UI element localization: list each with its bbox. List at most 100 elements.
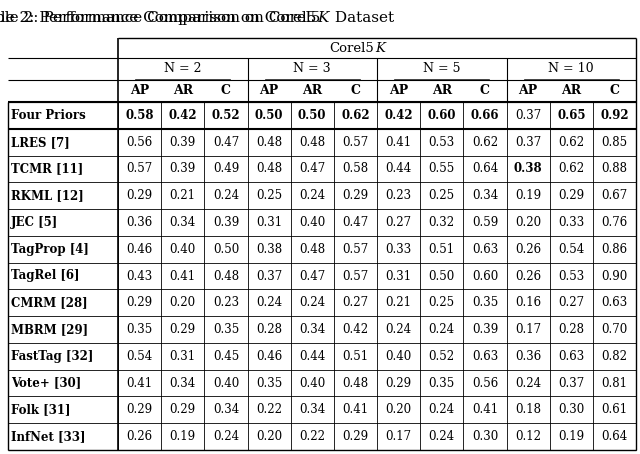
Text: TagProp [4]: TagProp [4] <box>11 243 89 256</box>
Text: N = 10: N = 10 <box>548 63 594 75</box>
Text: K: K <box>317 11 328 25</box>
Text: MBRM [29]: MBRM [29] <box>11 323 88 336</box>
Text: 0.36: 0.36 <box>515 350 541 363</box>
Text: 0.34: 0.34 <box>212 403 239 416</box>
Text: 0.29: 0.29 <box>342 189 369 202</box>
Text: 0.24: 0.24 <box>429 323 455 336</box>
Text: 0.51: 0.51 <box>342 350 369 363</box>
Text: 0.19: 0.19 <box>515 189 541 202</box>
Text: 0.49: 0.49 <box>212 163 239 175</box>
Text: 0.19: 0.19 <box>170 430 196 443</box>
Text: 0.52: 0.52 <box>429 350 455 363</box>
Text: AR: AR <box>302 84 323 98</box>
Text: 0.34: 0.34 <box>299 323 325 336</box>
Text: InfNet [33]: InfNet [33] <box>11 430 86 443</box>
Text: 0.58: 0.58 <box>125 109 154 122</box>
Text: 0.44: 0.44 <box>299 350 325 363</box>
Text: RKML [12]: RKML [12] <box>11 189 84 202</box>
Text: 0.55: 0.55 <box>429 163 455 175</box>
Text: Table 2: Performance Comparison on Corel5: Table 2: Performance Comparison on Corel… <box>0 11 316 25</box>
Text: 0.34: 0.34 <box>472 189 498 202</box>
Text: TCMR [11]: TCMR [11] <box>11 163 83 175</box>
Text: 0.63: 0.63 <box>602 296 628 309</box>
Text: 0.27: 0.27 <box>342 296 369 309</box>
Text: 0.41: 0.41 <box>385 136 412 148</box>
Text: 0.38: 0.38 <box>514 163 542 175</box>
Text: 0.24: 0.24 <box>429 403 455 416</box>
Text: 0.58: 0.58 <box>342 163 369 175</box>
Text: 0.17: 0.17 <box>385 430 412 443</box>
Text: 0.25: 0.25 <box>256 189 282 202</box>
Text: 0.81: 0.81 <box>602 376 627 390</box>
Text: Dataset: Dataset <box>330 11 394 25</box>
Text: 0.22: 0.22 <box>256 403 282 416</box>
Text: 0.62: 0.62 <box>558 136 584 148</box>
Text: Corel5: Corel5 <box>329 41 374 54</box>
Text: 0.32: 0.32 <box>429 216 455 229</box>
Text: 0.92: 0.92 <box>600 109 628 122</box>
Text: 0.54: 0.54 <box>127 350 153 363</box>
Text: 0.50: 0.50 <box>429 270 455 282</box>
Text: AR: AR <box>173 84 193 98</box>
Text: 0.24: 0.24 <box>299 296 325 309</box>
Text: 0.24: 0.24 <box>213 189 239 202</box>
Text: 0.48: 0.48 <box>256 136 282 148</box>
Text: 0.25: 0.25 <box>429 189 455 202</box>
Text: 0.20: 0.20 <box>515 216 541 229</box>
Text: 0.29: 0.29 <box>385 376 412 390</box>
Text: 0.18: 0.18 <box>515 403 541 416</box>
Text: 0.40: 0.40 <box>385 350 412 363</box>
Text: 0.35: 0.35 <box>256 376 282 390</box>
Text: 0.57: 0.57 <box>127 163 153 175</box>
Text: C: C <box>221 84 231 98</box>
Text: 0.48: 0.48 <box>213 270 239 282</box>
Text: 0.61: 0.61 <box>602 403 627 416</box>
Text: 0.50: 0.50 <box>212 243 239 256</box>
Text: 0.31: 0.31 <box>170 350 196 363</box>
Text: 0.90: 0.90 <box>602 270 628 282</box>
Text: 0.40: 0.40 <box>299 216 325 229</box>
Text: 0.20: 0.20 <box>256 430 282 443</box>
Text: 0.35: 0.35 <box>429 376 455 390</box>
Text: 0.40: 0.40 <box>212 376 239 390</box>
Text: 0.53: 0.53 <box>429 136 455 148</box>
Text: 0.57: 0.57 <box>342 270 369 282</box>
Text: 0.39: 0.39 <box>212 216 239 229</box>
Text: N = 5: N = 5 <box>423 63 461 75</box>
Text: 0.20: 0.20 <box>385 403 412 416</box>
Text: C: C <box>609 84 620 98</box>
Text: 0.47: 0.47 <box>212 136 239 148</box>
Text: 0.20: 0.20 <box>170 296 196 309</box>
Text: 0.41: 0.41 <box>342 403 369 416</box>
Text: 0.23: 0.23 <box>385 189 412 202</box>
Text: 0.42: 0.42 <box>342 323 369 336</box>
Text: 0.47: 0.47 <box>299 270 325 282</box>
Text: 0.44: 0.44 <box>385 163 412 175</box>
Text: 0.29: 0.29 <box>127 189 153 202</box>
Text: 0.62: 0.62 <box>558 163 584 175</box>
Text: 0.37: 0.37 <box>256 270 282 282</box>
Text: 0.53: 0.53 <box>558 270 584 282</box>
Text: 0.82: 0.82 <box>602 350 627 363</box>
Text: 0.42: 0.42 <box>168 109 197 122</box>
Text: Vote+ [30]: Vote+ [30] <box>11 376 81 390</box>
Text: 0.29: 0.29 <box>558 189 584 202</box>
Text: 0.47: 0.47 <box>342 216 369 229</box>
Text: 0.88: 0.88 <box>602 163 627 175</box>
Text: 0.24: 0.24 <box>213 430 239 443</box>
Text: 0.51: 0.51 <box>429 243 455 256</box>
Text: 0.48: 0.48 <box>256 163 282 175</box>
Text: 0.37: 0.37 <box>558 376 584 390</box>
Text: 0.28: 0.28 <box>256 323 282 336</box>
Text: 0.38: 0.38 <box>256 243 282 256</box>
Text: AR: AR <box>561 84 581 98</box>
Text: 0.46: 0.46 <box>256 350 282 363</box>
Text: 0.62: 0.62 <box>472 136 498 148</box>
Text: 0.59: 0.59 <box>472 216 498 229</box>
Text: 0.35: 0.35 <box>472 296 498 309</box>
Text: 0.27: 0.27 <box>385 216 412 229</box>
Text: 0.31: 0.31 <box>385 270 412 282</box>
Text: 0.57: 0.57 <box>342 136 369 148</box>
Text: 0.39: 0.39 <box>170 136 196 148</box>
Text: AP: AP <box>518 84 538 98</box>
